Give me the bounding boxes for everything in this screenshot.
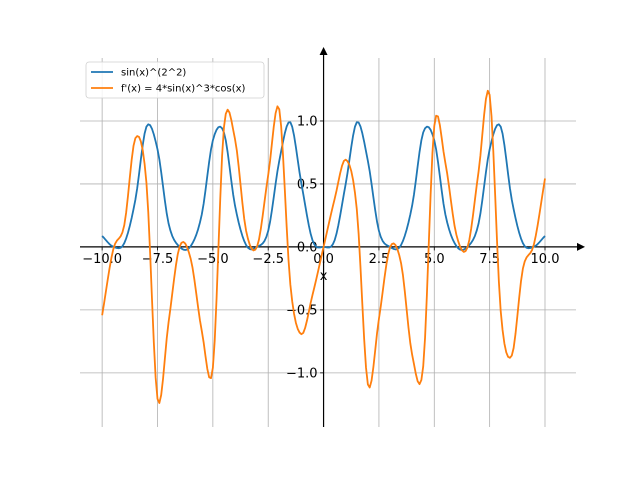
series-0-point-38 — [522, 242, 524, 244]
legend-box — [85, 61, 265, 99]
series-1-point-25 — [378, 318, 380, 320]
series-0-point-24 — [367, 160, 369, 162]
series-0-point-15 — [267, 230, 269, 232]
series-1-point-29 — [422, 365, 424, 367]
series-0-point-16 — [278, 160, 280, 162]
series-1-point-10 — [212, 367, 214, 369]
series-layer — [101, 89, 546, 404]
series-0-point-18 — [300, 183, 302, 185]
series-1-point-18 — [300, 333, 302, 335]
series-1-point-14 — [256, 245, 258, 247]
series-1-point-21 — [334, 198, 336, 200]
series-1-point-19 — [312, 294, 314, 296]
x-tick-label-2: −5.0 — [197, 252, 229, 267]
series-0-point-2 — [123, 242, 125, 244]
series-0-point-28 — [411, 205, 413, 207]
series-1-point-38 — [522, 268, 524, 270]
x-tick-label-3: −2.5 — [252, 252, 284, 267]
x-tick-label-8: 10.0 — [531, 252, 560, 267]
series-1-point-28 — [411, 354, 413, 356]
series-1-point-36 — [500, 310, 502, 312]
x-tick-label-1: −7.5 — [142, 252, 174, 267]
x-axis-label: x — [320, 269, 328, 284]
y-tick-label-1: −0.5 — [286, 303, 318, 318]
series-1-point-3 — [134, 137, 136, 139]
legend: sin(x)^(2^2) f'(x) = 4*sin(x)^3*cos(x) — [85, 61, 265, 99]
y-tick-label-4: 1.0 — [297, 114, 318, 129]
series-1-point-24 — [367, 383, 369, 385]
series-1-point-7 — [179, 246, 181, 248]
series-1-point-5 — [157, 398, 159, 400]
series-0-point-23 — [356, 121, 358, 123]
series-1-point-22 — [345, 159, 347, 161]
series-0-point-12 — [234, 205, 236, 207]
series-0-point-29 — [422, 131, 424, 133]
y-tick-label-0: −1.0 — [286, 366, 318, 381]
y-axis-arrow — [319, 47, 328, 55]
series-0-point-25 — [378, 230, 380, 232]
series-1-point-8 — [190, 258, 192, 260]
series-0-point-35 — [489, 148, 491, 150]
series-0-point-32 — [455, 245, 457, 247]
series-1-point-23 — [356, 208, 358, 210]
series-0-point-6 — [168, 222, 170, 224]
series-0-point-27 — [400, 244, 402, 246]
series-1-point-33 — [467, 246, 469, 248]
x-tick-label-0: −10.0 — [82, 252, 122, 267]
series-1-point-39 — [533, 243, 535, 245]
y-tick-label-2: 0.0 — [297, 240, 318, 255]
series-0-point-21 — [334, 239, 336, 241]
series-0-point-31 — [444, 213, 446, 215]
series-1-point-31 — [444, 162, 446, 164]
series-1-point-11 — [223, 126, 225, 128]
x-tick-label-5: 2.5 — [369, 252, 390, 267]
series-0-point-0 — [101, 235, 103, 237]
series-1-point-34 — [478, 171, 480, 173]
series-1-point-32 — [455, 234, 457, 236]
series-1-point-2 — [123, 224, 125, 226]
series-0-point-3 — [134, 199, 136, 201]
x-tick-label-7: 7.5 — [479, 252, 500, 267]
series-0-point-40 — [544, 235, 546, 237]
series-0-point-4 — [145, 126, 147, 128]
series-0-point-5 — [157, 148, 159, 150]
series-1-point-20 — [323, 246, 325, 248]
series-1-point-30 — [433, 125, 435, 127]
series-1-point-13 — [245, 230, 247, 232]
series-1-point-27 — [400, 262, 402, 264]
grid — [80, 58, 576, 427]
series-1-point-26 — [389, 246, 391, 248]
series-1-point-35 — [489, 94, 491, 96]
series-1-point-9 — [201, 330, 203, 332]
series-0-point-10 — [212, 139, 214, 141]
x-tick-label-4: 0.0 — [313, 252, 334, 267]
series-0-point-8 — [190, 245, 192, 247]
series-1-point-37 — [511, 355, 513, 357]
series-0-point-22 — [345, 183, 347, 185]
series-1-point-0 — [101, 314, 103, 316]
series-0-point-19 — [312, 239, 314, 241]
series-line-1 — [101, 89, 546, 404]
series-0-point-34 — [478, 222, 480, 224]
x-tick-label-6: 5.0 — [424, 252, 445, 267]
legend-label-1: f'(x) = 4*sin(x)^3*cos(x) — [121, 84, 246, 95]
series-1-point-6 — [168, 321, 170, 323]
series-1-point-15 — [267, 174, 269, 176]
series-1-point-40 — [544, 178, 546, 180]
series-1-point-17 — [289, 284, 291, 286]
series-0-point-9 — [201, 213, 203, 215]
series-1-point-12 — [234, 138, 236, 140]
series-0-point-17 — [289, 121, 291, 123]
series-0-point-36 — [500, 126, 502, 128]
legend-label-0: sin(x)^(2^2) — [121, 68, 186, 79]
x-axis-arrow — [577, 242, 585, 251]
series-1-point-1 — [112, 249, 114, 251]
series-0-point-37 — [511, 199, 513, 201]
series-1-point-16 — [278, 108, 280, 110]
series-0-point-13 — [245, 244, 247, 246]
series-1-point-4 — [145, 182, 147, 184]
